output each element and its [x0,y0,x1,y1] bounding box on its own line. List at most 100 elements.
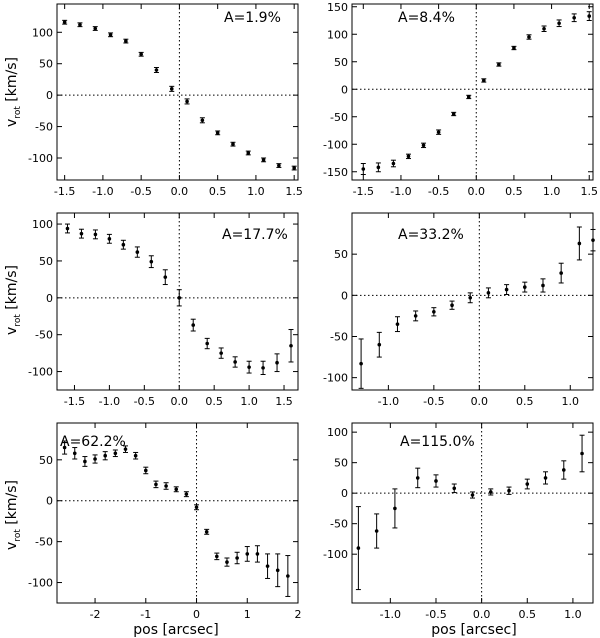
y-tick-label: 100 [32,26,53,39]
x-tick-label: 0.5 [519,608,537,621]
y-tick-label: -100 [323,138,348,151]
chart-panel-2: -1.5 -1.0 -0.5 0.0 0.5 1.0 1.5 -150 -100 -50 0 50 10… [323,1,598,198]
y-axis-label-v: v [4,542,20,550]
y-tick-label: -50 [330,518,348,531]
data-point [247,365,251,369]
data-point [124,39,128,43]
y-axis-label-v: v [4,119,20,127]
y-tick-label: 100 [327,28,348,41]
data-point [289,343,293,348]
data-point [169,87,174,91]
y-axis-label-unit: [km/s] [4,57,20,106]
data-point [107,237,112,241]
data-point [261,366,265,370]
data-point [177,296,182,300]
y-tick-label: 50 [334,457,348,470]
data-point [194,505,199,510]
data-point [452,486,457,491]
y-tick-label: 0 [341,83,348,96]
data-point [265,564,270,568]
data-point [486,291,491,295]
x-tick-label: 1.5 [275,395,293,408]
data-point [184,492,189,496]
y-tick-label: -50 [35,121,53,134]
data-point [275,360,279,365]
x-tick-label: -1.5 [54,185,75,198]
x-tick-label: -0.5 [134,395,155,408]
data-point [504,287,509,292]
data-point [277,163,281,168]
y-tick-label: 50 [334,56,348,69]
data-point [204,530,209,534]
panels-group: -1.5 -1.0 -0.5 0.0 0.5 1.0 1.5-100-50050100A=1… [28,1,598,621]
data-point [512,46,516,50]
data-point [527,35,531,39]
y-axis-label-row3: vrot [km/s] [4,480,23,550]
panel-annotation: A=115.0% [400,434,475,450]
data-point [541,283,545,288]
data-point [587,14,592,18]
data-point [406,154,411,159]
x-tick-label: -0.5 [428,185,449,198]
x-tick-label: -1.0 [99,395,120,408]
data-point [219,351,223,355]
x-tick-label: 0 [193,608,200,621]
data-point [255,552,260,556]
chart-panel-5: -2 -1 0 1 2 -100 -50 0 50 A=62.2% [28,422,302,621]
data-point [191,323,196,327]
data-point [292,166,296,170]
data-point [135,250,140,254]
y-axis-label-unit: [km/s] [4,480,20,529]
data-point [522,285,527,289]
y-tick-label: 0 [341,487,348,500]
chart-panel-4: -1.0 -0.5 0.0 0.5 1.0 -100 -50 0 50 A=33.2% [323,212,596,408]
y-tick-label: 50 [39,454,53,467]
x-tick-label: -0.5 [425,608,446,621]
data-point [507,488,511,493]
data-point [561,468,566,472]
plot-frame [351,3,594,181]
x-tick-label: 1 [244,608,251,621]
data-point [395,322,400,326]
data-point [62,445,67,450]
x-tick-label: -1.0 [92,185,113,198]
panel-annotation: A=1.9% [224,10,281,26]
x-tick-label: 1.0 [562,395,580,408]
x-tick-label: 0.5 [209,185,227,198]
panel-annotation: A=62.2% [60,434,126,450]
y-axis-label-row2: vrot [km/s] [4,265,23,335]
chart-panel-3: -1.5 -1.0 -0.5 0.0 0.5 1.0 1.5 -100 -50 0 50 100 A=1… [28,212,299,408]
data-point [432,309,436,314]
x-tick-label: 0.5 [516,395,534,408]
data-point [164,484,168,488]
data-point [233,360,237,364]
plot-frame [56,3,299,181]
data-point [481,78,486,83]
data-point [497,62,501,67]
y-axis-label-subscript: rot [13,529,23,542]
y-tick-label: -100 [28,366,53,379]
data-point [434,479,438,483]
y-tick-label: -100 [323,548,348,561]
x-tick-label: 1.5 [285,185,303,198]
data-point [72,451,77,456]
data-point [93,457,97,461]
y-tick-label: 0 [341,289,348,302]
data-point [225,560,229,564]
data-point [65,226,70,231]
y-tick-label: 150 [327,1,348,14]
y-tick-label: -50 [35,536,53,549]
data-point [246,151,251,155]
data-point [113,451,118,456]
data-point [133,453,138,458]
plot-frame [56,212,299,391]
y-tick-label: -50 [330,111,348,124]
x-axis-label-left: pos [arcsec] [133,622,218,638]
x-tick-label: 0.0 [471,395,489,408]
data-point [205,341,209,346]
data-point [245,552,250,556]
data-point [185,99,189,104]
y-tick-label: 50 [39,58,53,71]
data-point [215,131,220,135]
